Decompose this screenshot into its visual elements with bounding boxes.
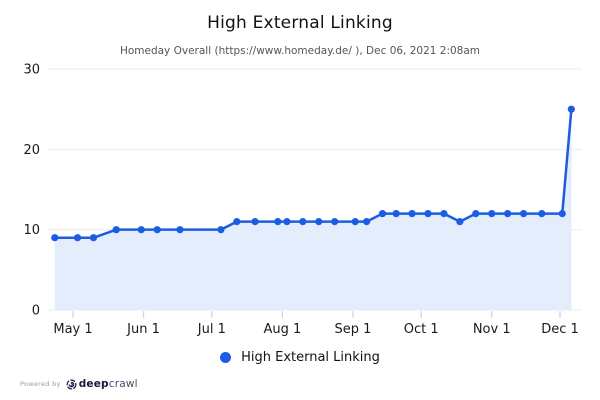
legend-label: High External Linking [241, 349, 380, 365]
data-point[interactable] [538, 210, 546, 218]
data-point[interactable] [456, 218, 464, 226]
data-point[interactable] [519, 210, 528, 218]
data-point[interactable] [89, 234, 98, 242]
data-point[interactable] [153, 226, 161, 234]
legend[interactable]: High External Linking [0, 349, 600, 365]
data-point[interactable] [315, 218, 323, 226]
data-point[interactable] [488, 210, 496, 218]
data-point[interactable] [299, 218, 307, 226]
data-point[interactable] [112, 226, 120, 234]
data-point[interactable] [331, 218, 339, 226]
data-point[interactable] [283, 218, 291, 226]
data-point[interactable] [567, 105, 575, 113]
data-point[interactable] [392, 210, 400, 218]
y-axis-label: 20 [23, 143, 40, 158]
deepcrawl-logo-text: deepcrawl [78, 378, 138, 390]
data-point[interactable] [233, 218, 241, 226]
data-point[interactable] [440, 210, 448, 218]
data-point[interactable] [378, 210, 387, 218]
data-point[interactable] [504, 210, 512, 218]
chart-title: High External Linking [207, 13, 393, 33]
x-axis-label: May 1 [53, 322, 92, 337]
legend-marker-icon [220, 351, 232, 363]
x-axis-label: Jun 1 [126, 322, 160, 337]
data-point[interactable] [137, 226, 145, 234]
data-point[interactable] [408, 210, 416, 218]
data-point[interactable] [274, 218, 282, 226]
deepcrawl-swirl-icon [66, 379, 77, 389]
series-area [54, 109, 572, 311]
deepcrawl-logo: deepcrawl [66, 378, 138, 390]
data-point[interactable] [217, 226, 225, 234]
data-point[interactable] [424, 210, 432, 218]
x-axis-label: Dec 1 [541, 322, 579, 337]
powered-by-label: Powered by [20, 380, 61, 388]
data-point[interactable] [51, 234, 59, 242]
x-axis-label: Aug 1 [263, 322, 301, 337]
data-point[interactable] [362, 218, 371, 226]
y-axis-label: 30 [23, 63, 40, 78]
x-axis-label: Jul 1 [197, 322, 226, 337]
data-point[interactable] [558, 210, 566, 218]
footer: Powered by deepcrawl [20, 376, 138, 392]
chart-subtitle: Homeday Overall (https://www.homeday.de/… [119, 45, 481, 57]
data-point[interactable] [251, 218, 259, 226]
data-point[interactable] [73, 234, 82, 242]
data-point[interactable] [351, 218, 359, 226]
data-point[interactable] [176, 226, 184, 234]
y-axis-label: 0 [32, 304, 40, 319]
x-axis-label: Oct 1 [404, 322, 439, 337]
y-axis-label: 10 [23, 223, 40, 238]
x-axis-label: Nov 1 [473, 322, 511, 337]
x-axis-label: Sep 1 [334, 322, 371, 337]
data-point[interactable] [472, 210, 480, 218]
